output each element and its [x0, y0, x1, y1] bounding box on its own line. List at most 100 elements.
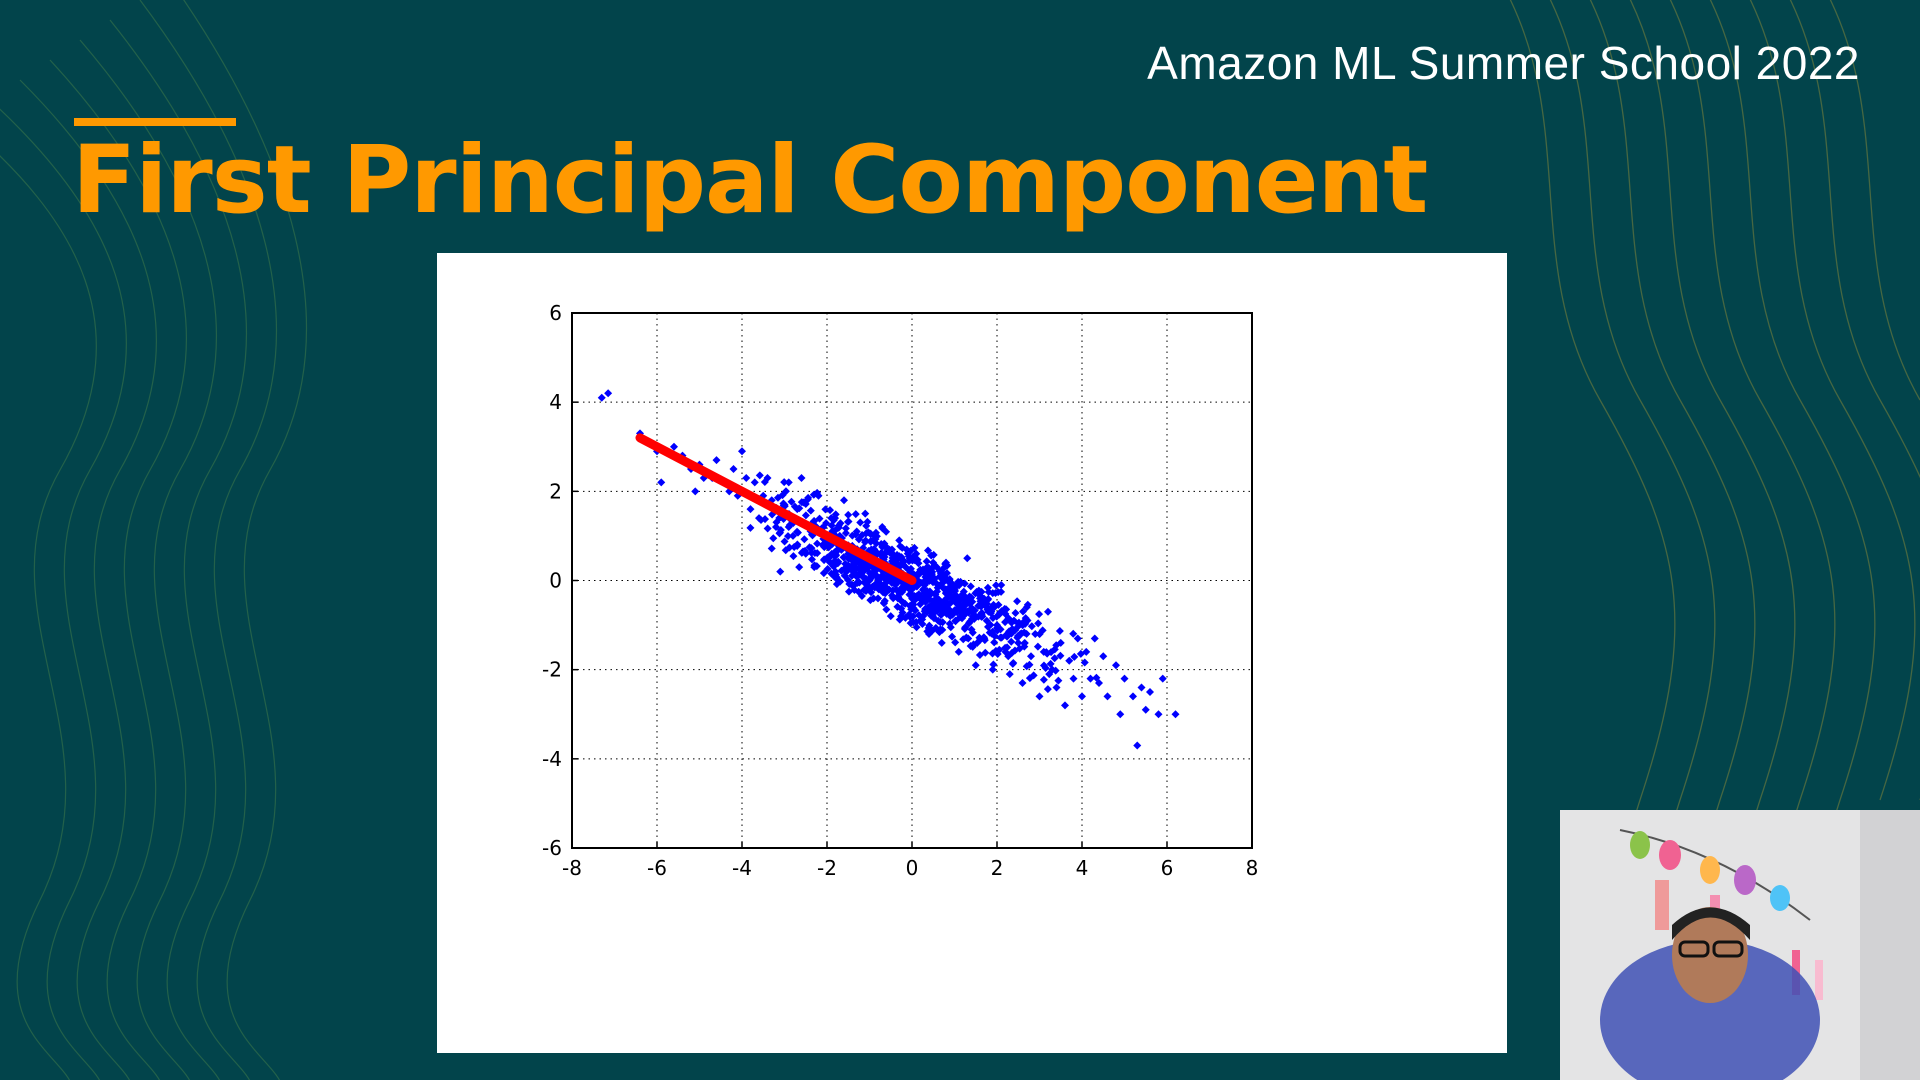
data-point — [746, 523, 755, 532]
data-point — [769, 534, 778, 543]
data-point — [903, 549, 912, 558]
data-point — [1056, 651, 1065, 660]
data-point — [994, 600, 1003, 609]
data-point — [819, 569, 828, 578]
data-point — [885, 545, 894, 554]
data-point — [1027, 652, 1035, 661]
data-point — [847, 571, 856, 580]
data-point — [960, 624, 969, 633]
data-point — [961, 599, 970, 608]
data-point — [729, 465, 738, 474]
x-tick-label: -4 — [732, 856, 752, 880]
data-point — [801, 511, 810, 520]
data-point — [1044, 607, 1052, 616]
data-point — [896, 542, 905, 551]
data-point — [897, 553, 906, 562]
data-point — [949, 596, 958, 605]
data-point — [829, 550, 838, 559]
data-point — [846, 563, 855, 572]
data-point — [712, 456, 721, 465]
data-point — [895, 536, 904, 545]
data-point — [887, 578, 896, 587]
data-point — [795, 563, 804, 572]
data-point — [1010, 646, 1019, 655]
data-point — [851, 510, 860, 519]
data-point — [882, 527, 891, 536]
x-tick-label: 4 — [1076, 856, 1089, 880]
data-point — [691, 487, 700, 496]
data-point — [1046, 659, 1055, 668]
data-point — [834, 557, 843, 566]
data-point — [922, 557, 931, 566]
data-point — [975, 636, 984, 645]
data-point — [866, 596, 875, 605]
data-point — [920, 588, 929, 597]
data-point — [854, 535, 863, 544]
data-point — [1035, 610, 1044, 619]
data-point — [919, 584, 928, 593]
data-point — [948, 610, 957, 619]
data-point — [969, 605, 978, 614]
data-point — [1103, 692, 1112, 701]
data-point — [843, 517, 852, 526]
data-point — [945, 579, 954, 588]
y-tick-label: -6 — [542, 836, 562, 860]
data-point — [1065, 656, 1074, 665]
data-point — [908, 569, 917, 578]
data-point — [597, 393, 606, 402]
data-point — [750, 478, 759, 487]
data-point — [912, 623, 921, 632]
data-point — [832, 574, 841, 583]
data-point — [993, 624, 1002, 633]
data-point — [799, 498, 808, 507]
data-point — [872, 539, 881, 548]
data-point — [861, 509, 870, 518]
chart-grid — [572, 313, 1252, 848]
data-point — [971, 589, 980, 598]
data-point — [855, 558, 864, 567]
data-point — [1137, 683, 1146, 692]
data-point — [921, 597, 930, 606]
data-point — [878, 571, 887, 580]
data-point — [1120, 674, 1129, 683]
data-point — [897, 612, 906, 621]
data-point — [989, 660, 998, 669]
data-point — [808, 531, 817, 540]
data-point — [963, 554, 972, 563]
data-point — [1043, 685, 1052, 694]
data-point — [844, 510, 853, 519]
data-point — [823, 564, 832, 573]
data-point — [986, 604, 995, 613]
data-point — [1011, 626, 1020, 635]
data-point — [880, 550, 889, 559]
data-point — [977, 587, 986, 596]
data-point — [767, 544, 776, 553]
data-point — [901, 563, 910, 572]
data-point — [1031, 630, 1040, 638]
y-tick-label: 2 — [549, 479, 562, 503]
data-point — [775, 529, 784, 538]
data-point — [1035, 692, 1044, 701]
data-point — [852, 554, 861, 563]
data-point — [862, 579, 871, 588]
data-point — [841, 564, 850, 573]
x-tick-label: 8 — [1246, 856, 1259, 880]
x-tick-label: -2 — [817, 856, 837, 880]
data-point — [1054, 676, 1063, 685]
x-tick-label: 0 — [906, 856, 919, 880]
data-point — [844, 587, 853, 596]
data-point — [933, 607, 942, 616]
data-point — [790, 542, 799, 551]
data-point — [930, 614, 939, 623]
data-point — [807, 544, 816, 553]
data-point — [742, 473, 751, 482]
data-point — [827, 521, 836, 530]
data-point — [827, 569, 836, 578]
data-point — [1052, 641, 1061, 650]
data-point — [1007, 617, 1016, 626]
data-point — [1034, 619, 1043, 628]
component-line-segment — [635, 433, 917, 585]
data-point — [882, 605, 891, 614]
data-point — [1020, 639, 1029, 648]
data-point — [842, 567, 851, 576]
